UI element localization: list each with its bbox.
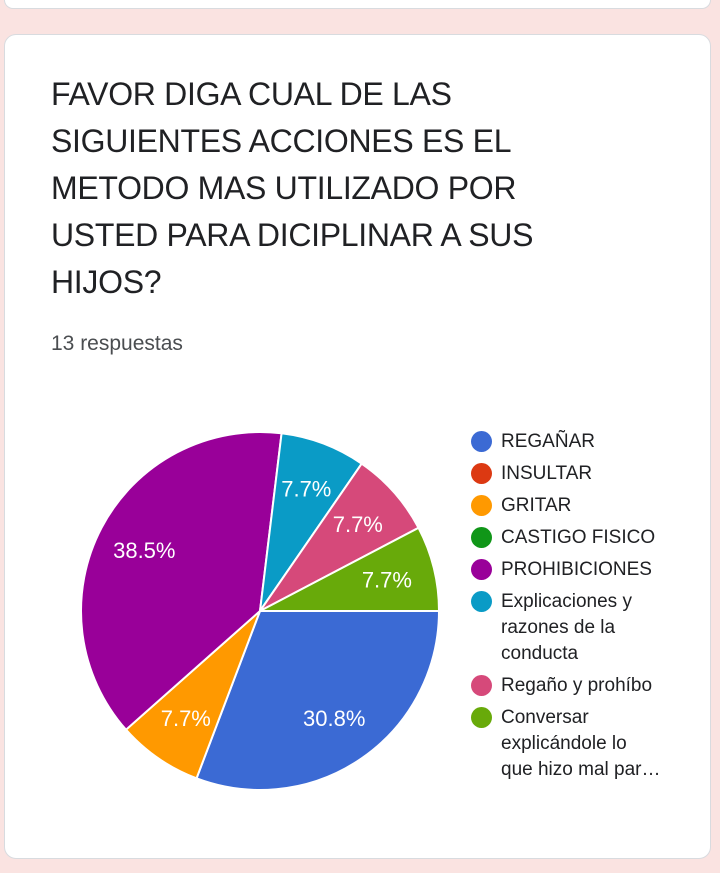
legend-label-line: Regaño y prohíbo — [501, 675, 653, 696]
legend-item: CASTIGO FISICO — [471, 525, 709, 551]
pie-slice-label: 7.7% — [161, 706, 211, 731]
legend-label-line: conducta — [501, 643, 579, 664]
pie-slice-label: 7.7% — [362, 567, 412, 592]
question-title-line: FAVOR DIGA CUAL DE LAS — [51, 76, 452, 112]
pie-slice[interactable] — [80, 431, 283, 732]
legend-label-line: Explicaciones y — [501, 591, 632, 612]
question-title-line: SIGUIENTES ACCIONES ES EL — [51, 123, 512, 159]
legend-label: Explicaciones y razones de la conducta — [501, 589, 632, 667]
legend-label: Regaño y prohíbo — [501, 673, 652, 699]
legend-label-line: INSULTAR — [501, 463, 593, 484]
legend-item: Regaño y prohíbo — [471, 673, 709, 699]
legend-color-dot — [471, 431, 492, 452]
legend-label: REGAÑAR — [501, 429, 595, 455]
legend-label: CASTIGO FISICO — [501, 525, 655, 551]
legend-item: Conversar explicándole lo que hizo mal par… — [471, 705, 709, 783]
legend-item: GRITAR — [471, 493, 709, 519]
legend-item: REGAÑAR — [471, 429, 709, 455]
legend-color-dot — [471, 559, 492, 580]
legend-label: GRITAR — [501, 493, 571, 519]
pie-slice[interactable] — [259, 526, 441, 612]
response-count: 13 respuestas — [51, 332, 183, 355]
legend-label: Conversar explicándole lo que hizo mal par… — [501, 705, 660, 783]
pie-slice-label: 7.7% — [333, 512, 383, 537]
legend-color-dot — [471, 463, 492, 484]
legend-label-line: explicándole lo — [501, 733, 627, 754]
previous-card-bottom-edge — [4, 0, 711, 9]
legend-label-line: PROHIBICIONES — [501, 559, 652, 580]
legend-label-line: Conversar — [501, 707, 589, 728]
pie-slice[interactable] — [195, 610, 441, 792]
pie-slice-label: 30.8% — [303, 706, 365, 731]
question-title: FAVOR DIGA CUAL DE LAS SIGUIENTES ACCIONE… — [51, 71, 611, 306]
pie-chart-area: 30.8% 7.7% 38.5% 7.7% 7.7% 7.7% — [75, 426, 445, 796]
legend-item: Explicaciones y razones de la conducta — [471, 589, 709, 667]
legend-color-dot — [471, 707, 492, 728]
pie-slice-label: 38.5% — [113, 538, 175, 563]
legend-color-dot — [471, 495, 492, 516]
legend-color-dot — [471, 591, 492, 612]
legend-label-line: REGAÑAR — [501, 431, 595, 452]
legend-label-line: que hizo mal par… — [501, 759, 661, 780]
chart-legend: REGAÑAR INSULTAR GRITAR CASTIGO FISICO PROHI… — [471, 429, 709, 789]
legend-label: INSULTAR — [501, 461, 592, 487]
question-title-line: USTED PARA DICIPLINAR A SUS — [51, 217, 534, 253]
legend-label-line: razones de la — [501, 617, 616, 638]
question-result-card: FAVOR DIGA CUAL DE LAS SIGUIENTES ACCIONE… — [4, 34, 711, 859]
pie-slice-label: 7.7% — [281, 477, 331, 502]
legend-label: PROHIBICIONES — [501, 557, 652, 583]
legend-item: INSULTAR — [471, 461, 709, 487]
question-title-line: HIJOS? — [51, 264, 162, 300]
legend-color-dot — [471, 527, 492, 548]
question-title-line: METODO MAS UTILIZADO POR — [51, 170, 517, 206]
legend-color-dot — [471, 675, 492, 696]
pie-chart[interactable]: 30.8%7.7%38.5%7.7%7.7%7.7% — [75, 426, 445, 796]
legend-item: PROHIBICIONES — [471, 557, 709, 583]
legend-label-line: GRITAR — [501, 495, 572, 516]
legend-label-line: CASTIGO FISICO — [501, 527, 656, 548]
